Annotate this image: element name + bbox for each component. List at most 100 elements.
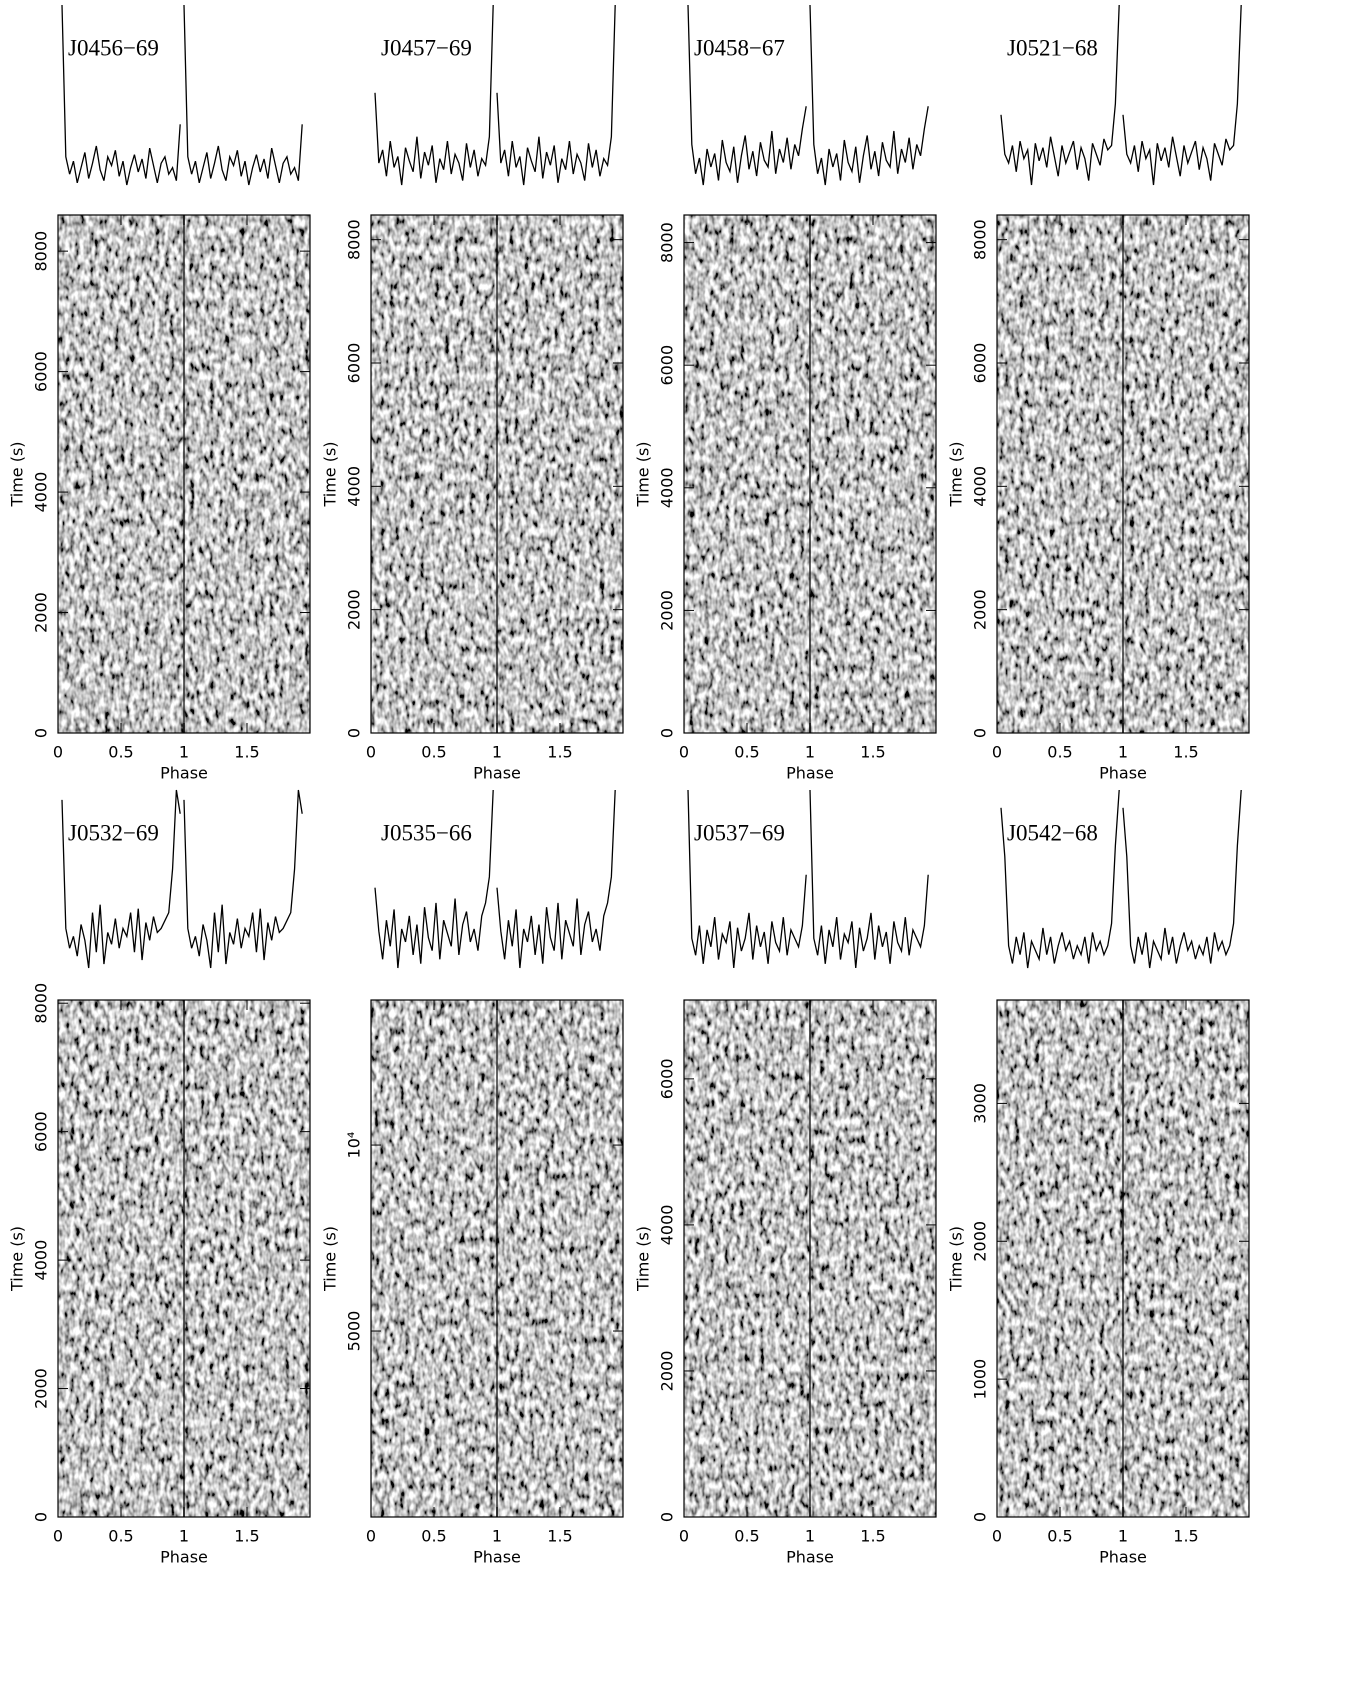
pulse-profile: [496, 4, 616, 186]
y-tick-label: 4000: [345, 466, 364, 507]
y-tick-label: 4000: [32, 1240, 51, 1281]
y-tick-label: 0: [971, 1512, 990, 1522]
y-tick-label: 4000: [658, 467, 677, 508]
y-tick-label: 0: [658, 728, 677, 738]
pulsar-name: J0542−68: [1007, 820, 1098, 845]
y-axis-label: Time (s): [947, 441, 966, 507]
y-tick-label: 6000: [658, 345, 677, 386]
pulse-profile: [1000, 789, 1120, 969]
x-tick-label: 1.5: [234, 743, 259, 762]
x-tick-label: 1.5: [860, 743, 885, 762]
y-tick-label: 8000: [345, 219, 364, 260]
y-tick-label: 4000: [658, 1205, 677, 1246]
pulse-profile: [687, 789, 807, 969]
y-tick-label: 2000: [658, 1351, 677, 1392]
y-tick-label: 4000: [32, 472, 51, 513]
y-tick-label: 0: [32, 728, 51, 738]
y-tick-label: 6000: [32, 351, 51, 392]
x-axis-label: Phase: [160, 1548, 208, 1567]
x-tick-label: 0: [679, 743, 689, 762]
pulse-profile: [61, 4, 181, 186]
x-axis-label: Phase: [1099, 764, 1147, 783]
y-tick-label: 2000: [971, 1221, 990, 1262]
y-axis-label: Time (s): [947, 1226, 966, 1292]
pulse-profile: [183, 4, 303, 186]
x-tick-label: 0: [366, 743, 376, 762]
x-axis-label: Phase: [473, 1548, 521, 1567]
x-tick-label: 0: [53, 1527, 63, 1546]
pulse-profile: [374, 789, 494, 969]
y-tick-label: 0: [32, 1512, 51, 1522]
y-tick-label: 2000: [32, 592, 51, 633]
x-tick-label: 0: [53, 743, 63, 762]
x-tick-label: 0: [992, 1527, 1002, 1546]
x-tick-label: 1: [1118, 743, 1128, 762]
x-tick-label: 1: [805, 1527, 815, 1546]
pulsar-name: J0532−69: [68, 820, 159, 845]
y-tick-label: 2000: [971, 589, 990, 630]
pulse-profile: [183, 789, 303, 969]
pulse-profile: [374, 4, 494, 186]
y-tick-label: 6000: [32, 1111, 51, 1152]
x-tick-label: 1: [1118, 1527, 1128, 1546]
x-tick-label: 1.5: [547, 743, 572, 762]
y-tick-label: 6000: [658, 1059, 677, 1100]
pulsar-name: J0537−69: [694, 820, 785, 845]
x-axis-label: Phase: [1099, 1548, 1147, 1567]
pulse-profile: [687, 4, 807, 186]
x-tick-label: 1.5: [1173, 1527, 1198, 1546]
pulse-profile: [809, 789, 929, 969]
x-tick-label: 0: [679, 1527, 689, 1546]
x-tick-label: 0: [366, 1527, 376, 1546]
pulse-profile: [1000, 4, 1120, 186]
x-tick-label: 0.5: [1047, 743, 1072, 762]
pulsar-name: J0456−69: [68, 35, 159, 60]
x-tick-label: 0.5: [421, 1527, 446, 1546]
x-axis-label: Phase: [160, 764, 208, 783]
y-tick-label: 4000: [971, 466, 990, 507]
x-axis-label: Phase: [786, 1548, 834, 1567]
x-tick-label: 0.5: [1047, 1527, 1072, 1546]
x-tick-label: 0.5: [734, 1527, 759, 1546]
y-tick-label: 8000: [971, 219, 990, 260]
x-tick-label: 1.5: [234, 1527, 259, 1546]
y-tick-label: 1000: [971, 1359, 990, 1400]
x-tick-label: 1.5: [860, 1527, 885, 1546]
pulsar-name: J0535−66: [381, 820, 472, 845]
y-axis-label: Time (s): [321, 1226, 340, 1292]
y-tick-label: 2000: [345, 589, 364, 630]
x-tick-label: 1: [179, 743, 189, 762]
y-tick-label: 8000: [32, 983, 51, 1024]
x-axis-label: Phase: [786, 764, 834, 783]
y-tick-label: 6000: [971, 343, 990, 384]
y-tick-label: 2000: [658, 590, 677, 631]
x-axis-label: Phase: [473, 764, 521, 783]
x-tick-label: 1: [492, 743, 502, 762]
y-tick-label: 0: [971, 728, 990, 738]
x-tick-label: 0.5: [421, 743, 446, 762]
y-tick-label: 5000: [345, 1311, 364, 1352]
x-tick-label: 0.5: [734, 743, 759, 762]
y-axis-label: Time (s): [8, 441, 27, 507]
y-axis-label: Time (s): [634, 441, 653, 507]
x-tick-label: 1.5: [1173, 743, 1198, 762]
pulsar-name: J0458−67: [694, 35, 785, 60]
x-tick-label: 1: [492, 1527, 502, 1546]
pulse-profile: [61, 789, 181, 969]
y-axis-label: Time (s): [8, 1226, 27, 1292]
y-tick-label: 0: [345, 728, 364, 738]
pulsar-name: J0457−69: [381, 35, 472, 60]
x-tick-label: 1: [179, 1527, 189, 1546]
pulse-profile: [809, 4, 929, 186]
pulsar-name: J0521−68: [1007, 35, 1098, 60]
x-tick-label: 0: [992, 743, 1002, 762]
y-tick-label: 2000: [32, 1368, 51, 1409]
x-tick-label: 1.5: [547, 1527, 572, 1546]
y-tick-label: 6000: [345, 343, 364, 384]
y-tick-label: 0: [658, 1512, 677, 1522]
pulse-profile: [1122, 4, 1242, 186]
x-tick-label: 0.5: [108, 743, 133, 762]
x-tick-label: 1: [805, 743, 815, 762]
y-tick-label: 8000: [658, 222, 677, 263]
